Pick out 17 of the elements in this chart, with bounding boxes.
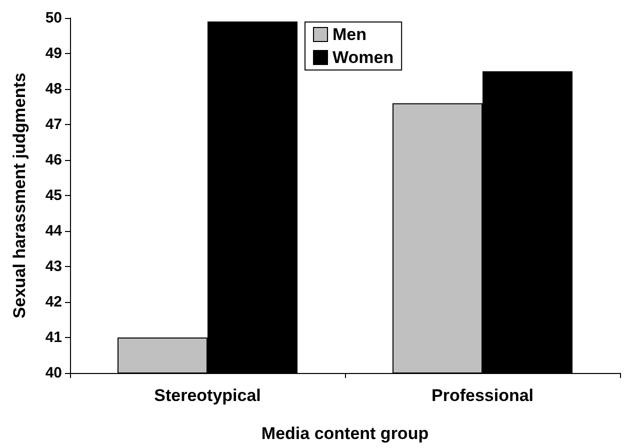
y-tick-label: 49 [45,45,62,62]
x-tick-label: Stereotypical [154,386,261,405]
y-tick-label: 48 [45,80,62,98]
legend-label: Women [332,48,394,67]
y-tick-label: 47 [45,116,62,133]
y-tick-label: 42 [45,294,62,310]
y-tick-label: 44 [45,222,63,240]
legend-label: Men [332,25,366,44]
y-tick-label: 43 [45,258,62,275]
y-tick-label: 50 [45,10,62,26]
y-tick-label: 40 [45,364,62,382]
y-tick-label: 45 [45,187,62,204]
y-tick-label: 41 [45,329,62,346]
x-axis-title: Media content group [261,424,429,443]
x-tick-label: Professional [431,386,534,405]
y-axis-title: Sexual harassment judgments [10,72,29,318]
y-tick-label: 46 [45,152,62,168]
